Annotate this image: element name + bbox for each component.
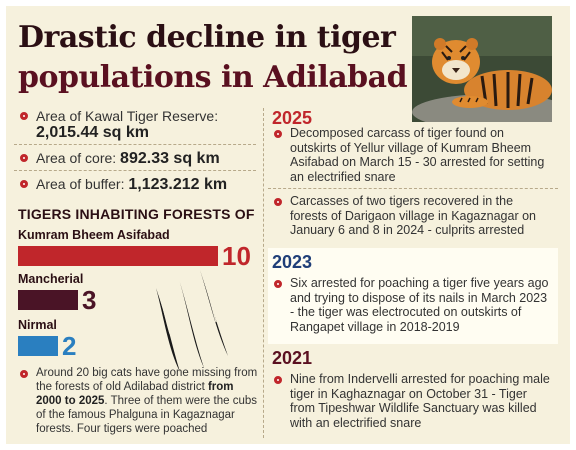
note-text: . Three of them were the cubs of the fam… <box>36 395 257 435</box>
missing-tigers-note: Around 20 big cats have gone missing fro… <box>36 366 258 436</box>
headline-line-2: populations in Adilabad <box>18 60 408 95</box>
stat-value: 1,123.212 km <box>128 176 228 193</box>
stat-value: 2,015.44 sq km <box>36 124 149 141</box>
headline: Drastic decline in tiger populations in … <box>18 18 408 98</box>
bullet-icon <box>20 370 28 378</box>
incident-2023-1: Six arrested for poaching a tiger five y… <box>290 276 549 334</box>
bullet-icon <box>274 280 282 288</box>
note-text: Around 20 big cats have gone missing fro… <box>36 367 258 393</box>
bullet-icon <box>20 180 28 188</box>
stat-reserve-area: Area of Kawal Tiger Reserve: 2,015.44 sq… <box>36 108 218 141</box>
year-2025: 2025 <box>272 108 313 128</box>
year-2023: 2023 <box>272 252 313 272</box>
headline-line-1: Drastic decline in tiger <box>18 20 396 55</box>
bar-value-nirmal: 2 <box>62 331 77 361</box>
divider <box>268 188 558 189</box>
bar-kumram <box>18 246 218 266</box>
stat-value: 892.33 sq km <box>120 150 220 167</box>
bar-value-kumram: 10 <box>222 241 251 271</box>
bar-value-mancherial: 3 <box>82 285 97 315</box>
divider <box>14 170 256 171</box>
stat-core-area: Area of core: 892.33 sq km <box>36 150 220 167</box>
stat-label: Area of core: <box>36 150 117 166</box>
stat-label: Area of Kawal Tiger Reserve: <box>36 108 219 124</box>
forests-heading: TIGERS INHABITING FORESTS OF <box>18 206 255 222</box>
tiger-photo <box>412 16 552 122</box>
bullet-icon <box>274 376 282 384</box>
divider <box>14 144 256 145</box>
bullet-icon <box>274 130 282 138</box>
incident-2025-2: Carcasses of two tigers recovered in the… <box>290 194 536 237</box>
bullet-icon <box>274 198 282 206</box>
note-bold-text: from 2000 to 2025 <box>36 381 234 407</box>
section-2023-background <box>268 248 558 344</box>
stat-label: Area of buffer: <box>36 176 125 192</box>
bar-label-kumram: Kumram Bheem Asifabad <box>18 228 170 242</box>
stat-buffer-area: Area of buffer: 1,123.212 km <box>36 176 227 193</box>
claw-marks-icon <box>156 270 228 372</box>
bar-nirmal <box>18 336 58 356</box>
bullet-icon <box>20 154 28 162</box>
bar-label-mancherial: Mancherial <box>18 272 84 286</box>
year-2021: 2021 <box>272 348 313 368</box>
tiger-illustration <box>412 16 552 122</box>
column-divider <box>263 108 264 438</box>
incident-2025-1: Decomposed carcass of tiger found on out… <box>290 126 545 184</box>
bullet-icon <box>20 112 28 120</box>
incident-2021-1: Nine from Indervelli arrested for poachi… <box>290 372 550 430</box>
bar-label-nirmal: Nirmal <box>18 318 57 332</box>
bar-mancherial <box>18 290 78 310</box>
